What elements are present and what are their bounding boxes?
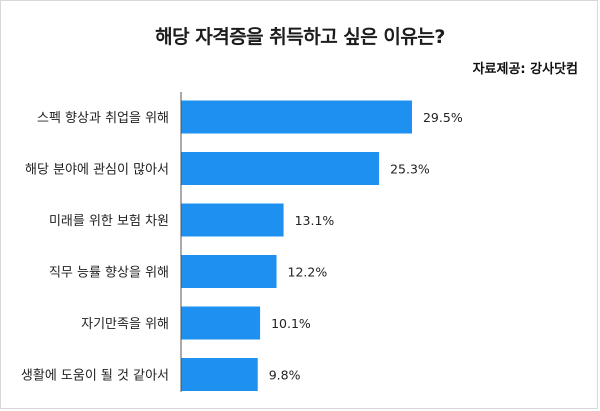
category-label: 해당 분야에 관심이 많아서 (25, 163, 169, 178)
category-label: 직무 능률 향상을 위해 (49, 266, 169, 281)
value-label: 25.3% (390, 162, 430, 177)
bar (181, 358, 258, 391)
category-label: 자기만족을 위해 (81, 317, 169, 332)
source-credit: 자료제공: 강사닷컴 (472, 62, 578, 77)
bar (181, 255, 277, 288)
bar (181, 152, 380, 185)
category-label: 생활에 도움이 될 것 같아서 (21, 369, 169, 384)
value-label: 9.8% (269, 368, 301, 383)
category-label: 미래를 위한 보험 차원 (49, 214, 169, 229)
value-label: 13.1% (295, 213, 335, 228)
value-label: 10.1% (271, 316, 311, 331)
value-label: 12.2% (288, 265, 328, 280)
bars-group: 스펙 향상과 취업을 위해 29.5% 해당 분야에 관심이 많아서 25.3% 미래를… (21, 100, 463, 391)
value-label: 29.5% (423, 110, 463, 125)
category-label: 스펙 향상과 취업을 위해 (37, 111, 169, 126)
chart-title: 해당 자격증을 취득하고 싶은 이유는? (155, 26, 445, 48)
bar (181, 203, 284, 237)
bar (181, 306, 261, 340)
bar (181, 100, 412, 134)
